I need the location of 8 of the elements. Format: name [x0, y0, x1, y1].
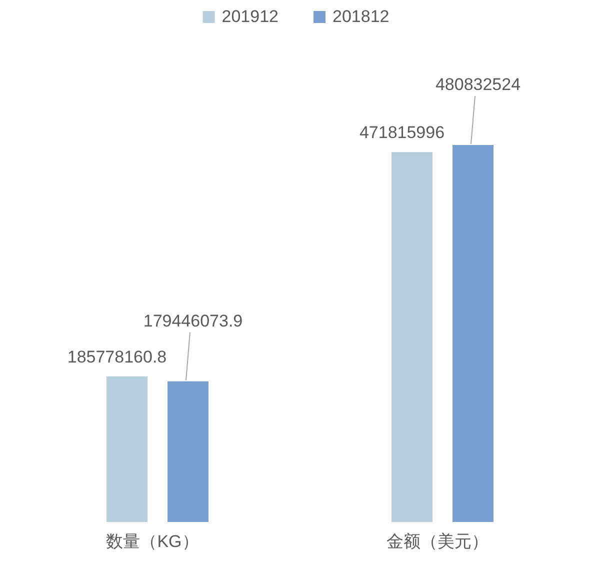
data-label: 471815996: [359, 123, 445, 142]
x-tick-label: 数量（KG）: [106, 532, 199, 551]
legend-label: 201912: [222, 7, 278, 26]
legend-label: 201812: [332, 7, 390, 26]
x-tick-label: 金额（美元）: [386, 532, 488, 551]
data-label: 480832524: [435, 75, 521, 94]
data-label: 179446073.9: [143, 311, 243, 330]
data-label: 185778160.8: [67, 347, 167, 366]
